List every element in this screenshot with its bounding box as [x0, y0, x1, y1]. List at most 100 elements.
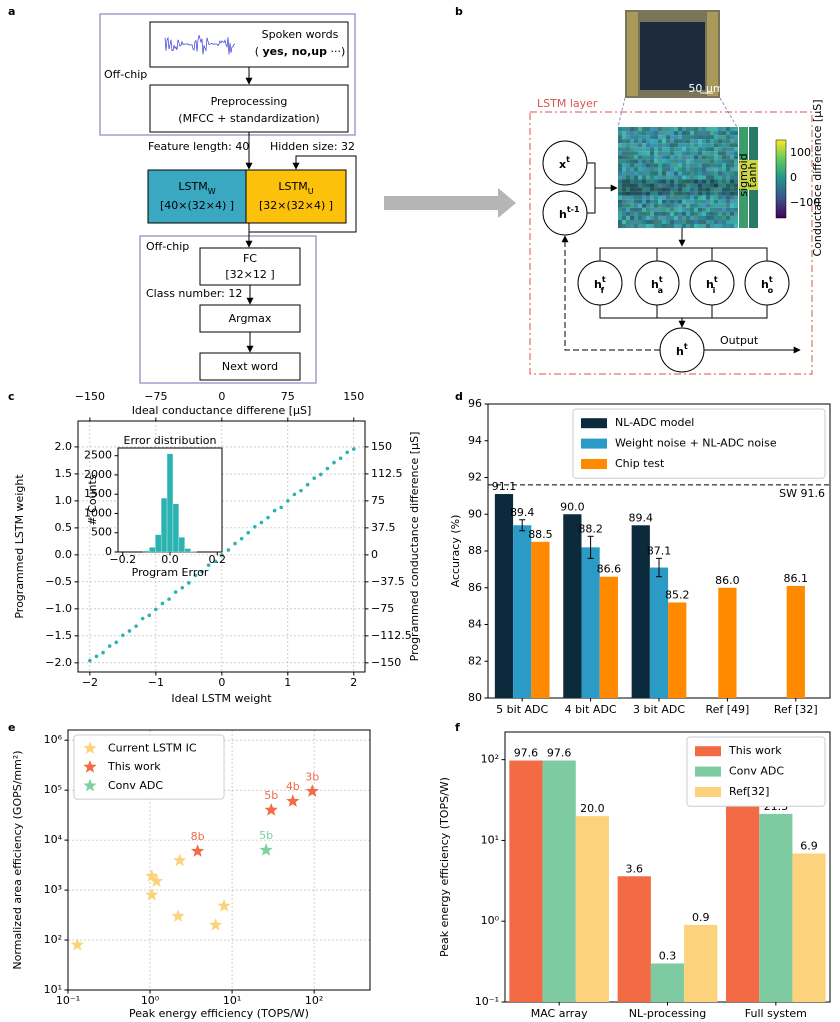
heat-cell	[698, 163, 702, 168]
heat-cell	[634, 211, 638, 216]
heat-cell	[642, 147, 646, 152]
heat-cell	[710, 179, 714, 184]
heat-cell	[694, 139, 698, 144]
heat-cell	[622, 191, 626, 196]
heat-cell	[662, 191, 666, 196]
heat-cell	[626, 155, 630, 160]
text: ···)	[327, 45, 345, 58]
heat-cell	[622, 187, 626, 192]
heat-cell	[666, 159, 670, 164]
gate-strip	[739, 160, 758, 190]
heat-cell	[650, 179, 654, 184]
heat-cell	[658, 155, 662, 160]
value-label: 97.6	[514, 747, 539, 760]
heat-cell	[666, 195, 670, 200]
heat-cell	[626, 143, 630, 148]
heat-cell	[646, 179, 650, 184]
heat-cell	[718, 147, 722, 152]
heat-cell	[650, 175, 654, 180]
heat-cell	[626, 151, 630, 156]
lstm-u-box	[245, 169, 347, 224]
heat-cell	[646, 183, 650, 188]
y-tick-label: 92	[468, 471, 482, 484]
heat-cell	[674, 155, 678, 160]
fc-label: FC	[243, 252, 257, 265]
y-tick-label: 2.0	[55, 440, 73, 453]
point	[107, 644, 112, 648]
heat-cell	[622, 175, 626, 180]
point	[154, 607, 158, 612]
heat-cell	[646, 143, 650, 148]
heat-cell	[706, 179, 710, 184]
bar	[581, 547, 600, 698]
heat-cell	[630, 187, 634, 192]
heat-cell	[730, 203, 734, 208]
point-label: 3b	[305, 770, 319, 783]
heat-cell	[662, 183, 666, 188]
heat-cell	[702, 155, 706, 160]
heat-cell	[702, 195, 706, 200]
heat-cell	[730, 199, 734, 204]
legend-swatch	[581, 438, 607, 449]
heat-cell	[722, 155, 726, 160]
heat-cell	[654, 199, 658, 204]
y-tick-label: 0	[105, 545, 112, 558]
heat-cell	[706, 207, 710, 212]
heat-cell	[710, 191, 714, 196]
heat-cell	[722, 219, 726, 225]
heat-cell	[734, 223, 738, 229]
legend-label: Current LSTM IC	[108, 741, 197, 754]
heat-cell	[650, 211, 654, 216]
y-tick-label: −0.5	[45, 575, 72, 588]
heat-cell	[618, 131, 622, 136]
value-label: 3.6	[626, 862, 644, 875]
class-number: Class number: 12	[146, 287, 242, 300]
plot-frame	[77, 420, 366, 673]
point	[213, 559, 218, 564]
heat-cell	[690, 179, 694, 184]
heat-cell	[666, 143, 670, 148]
heat-cell	[734, 131, 738, 136]
off-chip-frame	[139, 235, 317, 384]
heat-cell	[674, 163, 678, 168]
heat-cell	[694, 167, 698, 172]
y-axis-label: Programmed LSTM weight	[13, 474, 26, 619]
heat-cell	[678, 183, 682, 188]
heat-cell	[662, 163, 666, 168]
heat-cell	[710, 223, 714, 229]
heat-cell	[658, 215, 662, 220]
heat-cell	[674, 187, 678, 192]
heat-cell	[634, 163, 638, 168]
node	[744, 260, 790, 306]
heat-cell	[718, 139, 722, 144]
feedback-line	[248, 155, 357, 233]
heat-cell	[662, 215, 666, 220]
node-label: ht i	[706, 275, 718, 295]
point	[286, 499, 290, 503]
heat-cell	[618, 151, 622, 156]
heat-cell	[630, 131, 634, 136]
heat-cell	[726, 203, 730, 208]
heat-cell	[658, 151, 662, 156]
y-tick-label: 84	[468, 618, 482, 631]
heat-cell	[642, 167, 646, 172]
heat-cell	[658, 223, 662, 229]
heat-cell	[702, 151, 706, 156]
legend-label: Conv ADC	[729, 765, 784, 778]
heat-cell	[682, 131, 686, 136]
star-point	[171, 909, 185, 922]
heat-cell	[686, 143, 690, 148]
heat-cell	[658, 179, 662, 184]
heat-cell	[630, 159, 634, 164]
heat-cell	[650, 151, 654, 156]
heat-cell	[694, 195, 698, 200]
heat-cell	[726, 135, 730, 140]
heat-cell	[618, 135, 622, 140]
point-label: 4b	[286, 780, 300, 793]
colorbar-tick: 100	[790, 146, 811, 159]
heat-cell	[694, 175, 698, 180]
bar	[668, 602, 687, 698]
lstm-layer-label: LSTM layer	[537, 97, 598, 110]
heat-cell	[730, 215, 734, 220]
